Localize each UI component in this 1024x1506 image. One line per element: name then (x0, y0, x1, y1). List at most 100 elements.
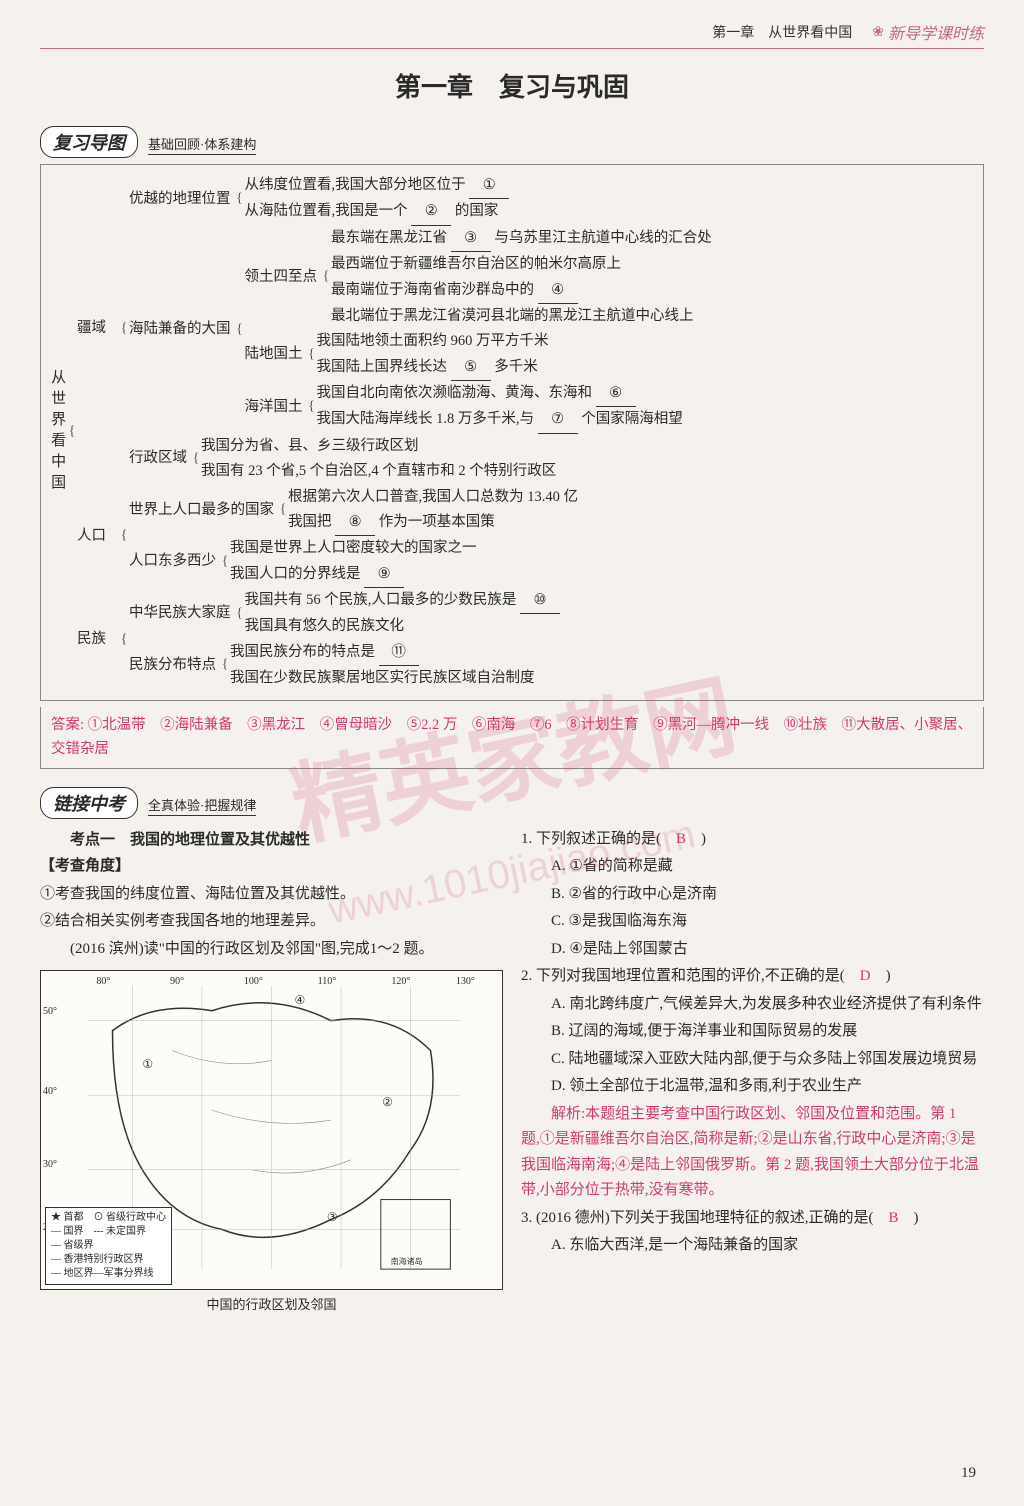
answer-letter: B (889, 1210, 899, 1226)
text: 我国大陆海岸线长 1.8 万多千米,与 (317, 411, 535, 427)
outline-leaf: 我国分为省、县、乡三级行政区划 (201, 434, 556, 459)
header-flower-icon: ❀ (872, 24, 884, 41)
blank-2: ② (411, 199, 451, 225)
answer-text: ①北温带 ②海陆兼备 ③黑龙江 ④曾母暗沙 ⑤2.2 万 ⑥南海 ⑦6 ⑧计划生… (51, 717, 972, 758)
outline-leaf: 从纬度位置看,我国大部分地区位于 ① (245, 173, 510, 199)
legend-row: — 国界 --- 未定国界 (51, 1225, 166, 1239)
label-haiyang: 海洋国土 (245, 381, 307, 434)
text: 我国共有 56 个民族,人口最多的少数民族是 (245, 592, 517, 608)
brace-icon: { (119, 173, 129, 485)
outline-leaf: 根据第六次人口普查,我国人口总数为 13.40 亿 (288, 485, 578, 510)
brace-icon: { (67, 173, 77, 692)
outline-leaf: 最西端位于新疆维吾尔自治区的帕米尔高原上 (331, 252, 712, 277)
text: 多千米 (494, 359, 538, 375)
label-minzu: 民族 (77, 588, 119, 692)
legend-row: — 省级界 (51, 1239, 166, 1253)
blank-9: ⑨ (364, 562, 404, 588)
label-minzu-a: 中华民族大家庭 (129, 588, 235, 640)
outline-leaf: 我国在少数民族聚居地区实行民族区域自治制度 (230, 666, 535, 691)
label-sizhi: 领土四至点 (245, 226, 322, 330)
outline-leaf: 最南端位于海南省南沙群岛中的 ④ (331, 278, 712, 304)
section-badge: 链接中考 (40, 787, 138, 819)
q3-stem: 3. (2016 德州)下列关于我国地理特征的叙述,正确的是( B ) (521, 1206, 984, 1232)
brace-icon: { (119, 485, 129, 589)
outline-leaf: 我国自北向南依次濒临渤海、黄海、东海和 ⑥ (317, 381, 683, 407)
outline-leaf: 从海陆位置看,我国是一个 ② 的国家 (245, 199, 510, 225)
q3-opt-a: A. 东临大西洋,是一个海陆兼备的国家 (521, 1233, 984, 1259)
map-legend: ★ 首都 ⊙ 省级行政中心 — 国界 --- 未定国界 — 省级界 — 香港特别… (45, 1207, 172, 1285)
lat-label: 50° (43, 1003, 57, 1020)
lon-label: 90° (170, 973, 184, 990)
q2-opt-b: B. 辽阔的海域,便于海洋事业和国际贸易的发展 (521, 1019, 984, 1045)
label-youyue: 优越的地理位置 (129, 173, 235, 226)
brace-icon: { (321, 226, 331, 330)
outline-root: 从世界看中国 (47, 173, 67, 692)
text: 2. 下列对我国地理位置和范围的评价,不正确的是( (521, 968, 860, 984)
kaodian-title: 考点一 我国的地理位置及其优越性 (40, 827, 503, 853)
label-minzu-b: 民族分布特点 (129, 640, 220, 692)
map-num-1: ① (142, 1054, 153, 1074)
q2-opt-c: C. 陆地疆域深入亚欧大陆内部,便于与众多陆上邻国发展边境贸易 (521, 1047, 984, 1073)
q2-stem: 2. 下列对我国地理位置和范围的评价,不正确的是( D ) (521, 964, 984, 990)
q2-opt-a: A. 南北跨纬度广,气候差异大,为发展多种农业经济提供了有利条件 (521, 992, 984, 1018)
text: 最南端位于海南省南沙群岛中的 (331, 282, 534, 298)
kaocha-heading: 【考查角度】 (40, 854, 503, 880)
q1-opt-d: D. ④是陆上邻国蒙古 (521, 937, 984, 963)
header-book-title: 新导学课时练 (888, 20, 984, 44)
review-outline: 从世界看中国 { 疆域 { 优越的地理位置 { 从纬度位置看,我国大部分地区位于… (40, 164, 984, 701)
label-jiangyu: 疆域 (77, 173, 119, 485)
text: 1. 下列叙述正确的是( (521, 831, 676, 847)
brace-icon: { (235, 588, 245, 640)
text: 与乌苏里江主航道中心线的汇合处 (494, 230, 712, 246)
q2-opt-d: D. 领土全部位于北温带,温和多雨,利于农业生产 (521, 1074, 984, 1100)
text: 作为一项基本国策 (379, 514, 495, 530)
brace-icon: { (235, 173, 245, 226)
blank-8: ⑧ (335, 510, 375, 536)
blank-10: ⑩ (520, 588, 560, 614)
section-subtitle: 基础回顾·体系建构 (148, 134, 256, 155)
svg-text:南海诸岛: 南海诸岛 (391, 1256, 423, 1266)
q1-opt-c: C. ③是我国临海东海 (521, 909, 984, 935)
map-num-2: ② (382, 1092, 393, 1112)
text: 我国人口的分界线是 (230, 566, 361, 582)
label-xingzheng: 行政区域 (129, 434, 191, 485)
section-review-diagram: 复习导图 基础回顾·体系建构 (40, 126, 984, 158)
question-intro: (2016 滨州)读"中国的行政区划及邻国"图,完成1～2 题。 (40, 937, 503, 963)
brace-icon: { (278, 485, 288, 537)
label-renkou-a: 世界上人口最多的国家 (129, 485, 278, 537)
answer-prefix: 答案: (51, 717, 84, 733)
lon-label: 110° (318, 973, 337, 990)
text: ) (899, 1210, 919, 1226)
outline-leaf: 最北端位于黑龙江省漠河县北端的黑龙江主航道中心线上 (331, 304, 712, 329)
section-zhongkao: 链接中考 全真体验·把握规律 (40, 787, 984, 819)
brace-icon: { (235, 226, 245, 434)
outline-leaf: 我国陆地领土面积约 960 万平方千米 (317, 329, 549, 354)
section-badge: 复习导图 (40, 126, 138, 158)
blank-11: ⑪ (379, 640, 419, 666)
blank-3: ③ (451, 226, 491, 252)
left-column: 考点一 我国的地理位置及其优越性 【考查角度】 ①考查我国的纬度位置、海陆位置及… (40, 825, 503, 1317)
text: ) (686, 831, 706, 847)
section-subtitle: 全真体验·把握规律 (148, 795, 256, 816)
q2-analysis: 解析:本题组主要考查中国行政区划、邻国及位置和范围。第 1 题,①是新疆维吾尔自… (521, 1102, 984, 1204)
brace-icon: { (191, 434, 201, 485)
lon-label: 80° (96, 973, 110, 990)
q1-stem: 1. 下列叙述正确的是( B ) (521, 827, 984, 853)
blank-5: ⑤ (451, 355, 491, 381)
map-caption: 中国的行政区划及邻国 (40, 1294, 503, 1316)
brace-icon: { (220, 536, 230, 588)
legend-row: ★ 首都 ⊙ 省级行政中心 (51, 1211, 166, 1225)
text: 最东端在黑龙江省 (331, 230, 447, 246)
q1-opt-b: B. ②省的行政中心是济南 (521, 882, 984, 908)
para: ②结合相关实例考查我国各地的地理差异。 (40, 909, 503, 935)
text: ) (871, 968, 891, 984)
text: 我国把 (288, 514, 332, 530)
lon-label: 120° (391, 973, 410, 990)
outline-leaf: 我国具有悠久的民族文化 (245, 614, 561, 639)
para: ①考查我国的纬度位置、海陆位置及其优越性。 (40, 882, 503, 908)
page-number: 19 (961, 1465, 976, 1482)
right-column: 1. 下列叙述正确的是( B ) A. ①省的简称是藏 B. ②省的行政中心是济… (521, 825, 984, 1317)
outline-leaf: 我国是世界上人口密度较大的国家之一 (230, 536, 477, 561)
text: 的国家 (455, 203, 499, 219)
text: 个国家隔海相望 (581, 411, 683, 427)
